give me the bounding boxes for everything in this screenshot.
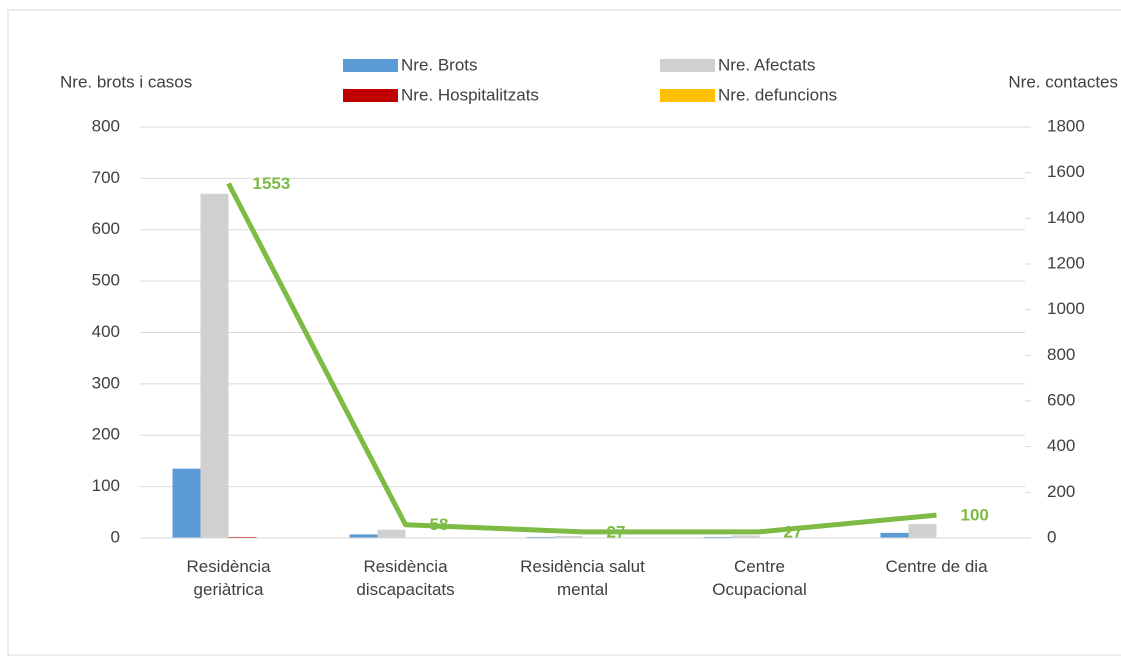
y-tick-label: 800 [92,116,120,135]
legend-label: Nre. Brots [401,55,478,74]
data-label: 100 [961,506,989,525]
y2-axis-title: Nre. contactes [1008,72,1118,91]
bar [908,524,937,538]
bar [200,193,229,538]
y-axis-title: Nre. brots i casos [60,72,192,91]
legend-swatch [660,59,715,72]
data-label: 58 [430,515,449,534]
x-tick-label: Residència salut mental [520,557,645,599]
data-label: 27 [784,522,803,541]
y2-tick-label: 800 [1047,345,1075,364]
bar [731,535,760,538]
y-tick-label: 500 [92,271,120,290]
y-tick-label: 200 [92,425,120,444]
y-tick-label: 700 [92,168,120,187]
y2-tick-label: 1800 [1047,116,1085,135]
bar [377,529,406,538]
data-label: 1553 [253,174,291,193]
y-tick-label: 100 [92,476,120,495]
y2-tick-label: 400 [1047,436,1075,455]
bar [228,536,257,538]
x-tick-label: Residència geriàtrica [186,557,271,599]
bar [554,535,583,538]
x-tick-label: Centre de dia [885,557,988,576]
bar [703,536,732,538]
y2-tick-label: 1400 [1047,208,1085,227]
y-tick-label: 600 [92,219,120,238]
y2-tick-label: 1200 [1047,253,1085,272]
bar [172,468,201,538]
legend-label: Nre. Afectats [718,55,815,74]
bar [880,532,909,538]
x-tick-label: Centre Ocupacional [712,557,807,599]
bar [349,534,378,538]
y-tick-label: 0 [111,527,120,546]
y2-tick-label: 600 [1047,390,1075,409]
legend-label: Nre. Hospitalitzats [401,85,539,104]
legend-label: Nre. defuncions [718,85,837,104]
bar [526,536,555,538]
data-label: 27 [607,522,626,541]
legend-swatch [660,89,715,102]
y2-tick-label: 200 [1047,482,1075,501]
chart-border [7,9,1121,656]
y2-tick-label: 1000 [1047,299,1085,318]
legend-swatch [343,59,398,72]
legend-swatch [343,89,398,102]
y-tick-label: 400 [92,322,120,341]
y-tick-label: 300 [92,373,120,392]
y2-tick-label: 1600 [1047,162,1085,181]
x-tick-label: Residència discapacitats [356,557,455,599]
y2-tick-label: 0 [1047,527,1056,546]
line [226,182,937,535]
